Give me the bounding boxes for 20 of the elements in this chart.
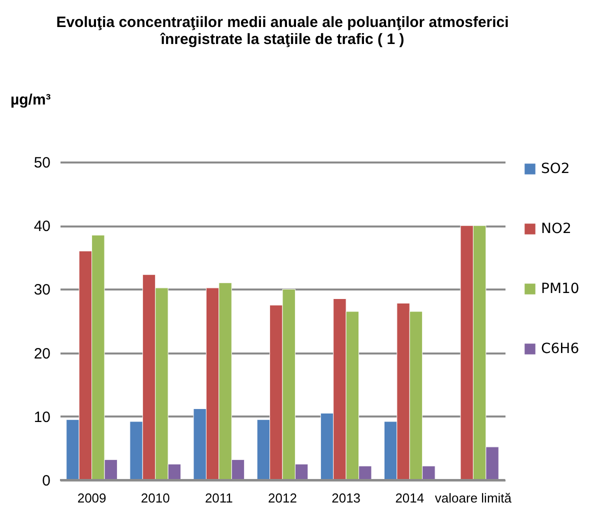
y-axis-title: µg/m³ [10, 92, 51, 108]
legend-label: PM10 [541, 281, 580, 297]
y-tick-label: 50 [34, 154, 50, 172]
y-tick-label: 30 [34, 282, 50, 299]
text: Evoluţia concentraţiilor medii anuale ale poluanţilor atmosferici [56, 14, 509, 31]
legend-label: NO2 [541, 221, 572, 237]
x-tick-label: 2012 [268, 490, 297, 506]
x-tick-label: 2010 [140, 490, 170, 506]
x-tick-label: 2013 [332, 490, 361, 506]
y-tick-label: 0 [42, 472, 50, 490]
x-tick-label: valoare limită [434, 490, 512, 506]
text: înregistrate la staţiile de trafic ( 1 ) [160, 31, 404, 48]
legend-label: SO2 [541, 161, 570, 177]
y-tick-label: 20 [34, 345, 50, 362]
x-tick-label: 2009 [77, 490, 106, 506]
y-tick-label: 10 [34, 408, 50, 426]
legend-label: C6H6 [541, 341, 580, 357]
y-tick-label: 40 [34, 218, 50, 236]
x-tick-label: 2011 [204, 490, 233, 506]
x-tick-label: 2014 [395, 490, 424, 506]
